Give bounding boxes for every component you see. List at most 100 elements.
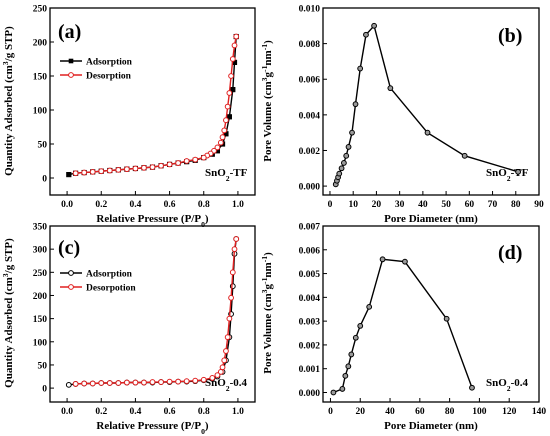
data-point [461, 152, 468, 159]
data-point [214, 372, 221, 379]
data-point [223, 348, 229, 354]
legend-marker [68, 72, 74, 78]
data-point [443, 315, 450, 322]
y-axis-label: Quantity Adsorbed (cm3/g STP) [1, 238, 16, 388]
data-point [141, 164, 147, 171]
data-point [226, 315, 233, 322]
sample-annotation: SnO2-TF [205, 167, 248, 183]
data-point [352, 334, 359, 341]
data-point [81, 380, 88, 387]
data-point [141, 379, 147, 386]
x-tick-label: 1.0 [232, 407, 244, 417]
panel-d: 0 20 40 60 80 100 120 140 0.000 0.001 0.002 0.003 0.… [260, 223, 547, 433]
series-pore-volume [332, 22, 521, 188]
data-point [339, 386, 346, 392]
x-tick-label: 30 [395, 200, 405, 210]
data-point [341, 160, 347, 166]
x-tick-label: 100 [472, 407, 487, 417]
y-tick-label: 50 [38, 141, 48, 151]
data-point [221, 357, 228, 364]
data-point [231, 42, 238, 49]
data-point [200, 376, 207, 383]
series-desorpotion [72, 236, 240, 387]
y-axis-label: Pore Volume (cm3g-1nm-1) [260, 40, 275, 162]
data-point [228, 294, 234, 301]
plot-frame [322, 7, 540, 196]
data-point [343, 152, 350, 159]
data-point [183, 158, 190, 164]
y-tick-label: 0.007 [299, 223, 321, 233]
x-tick-label: 0.2 [95, 407, 107, 417]
data-point [183, 378, 190, 385]
data-point [229, 56, 236, 62]
panel-label: (c) [58, 237, 80, 259]
series-line [335, 24, 519, 185]
data-point [166, 378, 173, 385]
data-point [175, 160, 182, 166]
legend: Adsorption Desorption [60, 58, 133, 82]
data-point [230, 87, 236, 93]
legend-label: Desorption [86, 72, 132, 82]
x-tick-label: 40 [418, 200, 428, 210]
data-point [515, 168, 521, 175]
x-tick-label: 80 [511, 200, 521, 210]
series-adsorption [66, 33, 239, 178]
data-point [379, 256, 386, 263]
data-point [223, 117, 229, 124]
x-tick-label: 10 [348, 200, 358, 210]
data-point [123, 166, 130, 173]
y-tick-label: 150 [33, 315, 48, 325]
data-point [89, 168, 96, 175]
x-tick-label: 80 [445, 407, 455, 417]
data-point [371, 22, 377, 29]
y-tick-label: 0.010 [299, 5, 321, 15]
x-tick-label: 20 [372, 200, 382, 210]
y-tick-label: 100 [33, 107, 48, 117]
x-tick-label: 0.8 [198, 200, 210, 210]
data-point [89, 380, 96, 387]
data-point [224, 103, 231, 110]
data-point [158, 379, 164, 385]
data-point [233, 33, 240, 40]
data-point [226, 90, 233, 96]
y-tick-label: 0.005 [299, 270, 321, 280]
y-tick-label: 150 [33, 73, 48, 83]
data-point [214, 144, 221, 151]
plot-frame [322, 225, 540, 403]
data-point [106, 380, 113, 386]
plot-frame [49, 7, 256, 196]
data-point [115, 380, 122, 386]
y-tick-label: 0 [42, 385, 47, 395]
y-tick-label: 0.000 [299, 389, 321, 399]
data-point [224, 334, 231, 341]
data-point [149, 164, 156, 171]
y-tick-label: 0.008 [299, 40, 321, 50]
y-tick-label: 0.000 [299, 183, 321, 193]
y-tick-label: 0.004 [299, 111, 321, 121]
x-tick-label: 1.0 [232, 200, 244, 210]
data-point [366, 303, 373, 310]
data-point [72, 381, 79, 387]
data-point [192, 156, 199, 163]
y-tick-label: 200 [33, 292, 48, 302]
legend-label: Adsorption [86, 270, 133, 280]
data-point [387, 85, 394, 92]
legend-label: Adsorption [86, 58, 133, 68]
data-point [72, 170, 79, 177]
x-tick-label: 0.0 [61, 200, 73, 210]
data-point [106, 167, 113, 174]
data-point [65, 381, 72, 388]
data-point [352, 101, 359, 108]
data-point [338, 165, 345, 172]
legend: Adsorption Desorpotion [60, 270, 136, 294]
plot-frame [49, 225, 256, 403]
panel-b: 0 10 20 30 40 50 60 70 80 90 0.000 0.002 0.004 0.006 0… [260, 5, 545, 226]
series-line [75, 238, 237, 385]
data-point [66, 172, 72, 178]
y-tick-label: 0.004 [299, 294, 321, 304]
x-tick-label: 20 [355, 407, 365, 417]
data-point [469, 384, 475, 391]
y-axis-label: Pore Volume (cm3g-1nm-1) [260, 252, 275, 374]
data-point [229, 269, 236, 276]
